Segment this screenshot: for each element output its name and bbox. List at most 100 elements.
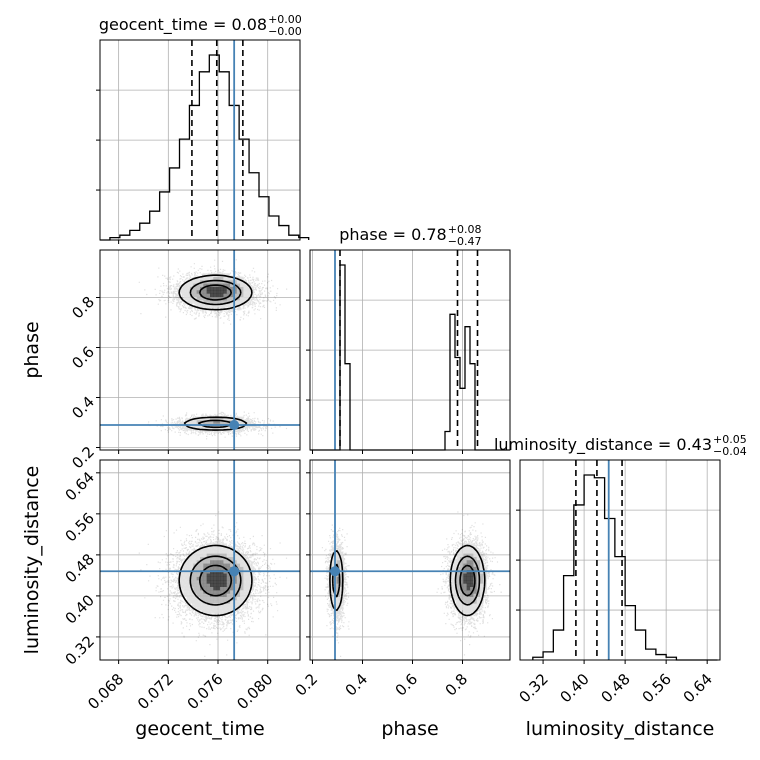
density-cell [463,600,467,604]
density-cell [220,600,224,604]
density-cell [230,303,234,307]
density-cell [463,546,467,551]
density-cell [196,296,201,301]
density-cell [233,603,237,607]
density-cell [193,286,197,291]
density-cell [190,590,194,594]
scatter-points [321,511,502,657]
density-cell [213,556,217,561]
panel-hist-phase [306,249,511,454]
density-cell [206,553,211,557]
density-cell [330,580,334,584]
density-cell [186,286,191,291]
x-axis-label-geocent_time: geocent_time [135,718,264,740]
density-cell [206,566,211,571]
density-cell [190,556,194,561]
density-cell [223,553,227,557]
density-cell [233,303,237,307]
density-cell [190,573,194,577]
density-cell [183,583,187,587]
density-cell [180,286,184,291]
density-cell [196,580,201,584]
density-cell [203,573,207,577]
density-cell [196,293,201,297]
density-cell [190,300,194,304]
density-cell [220,556,224,561]
density-cell [246,590,251,594]
density-cell [236,566,241,571]
density-cell [460,566,464,571]
density-cell [226,276,231,281]
density-cell [470,550,474,554]
density-cell [230,553,234,557]
density-cell [190,563,194,567]
x-tick-label: 0.6 [392,670,422,700]
density-cell [193,600,197,604]
density-cell [206,560,211,564]
density-cell [223,283,227,287]
density-cell [186,566,191,571]
density-cell [193,300,197,304]
density-cell [206,303,211,307]
density-cell [230,296,234,301]
density-cell [213,416,217,421]
density-cell [460,563,464,567]
density-cell [210,583,214,587]
density-cell [473,606,477,611]
density-cell [223,303,227,307]
contour-line [329,544,486,617]
density-cell [240,280,244,284]
density-cell [190,283,194,287]
density-cell [190,420,194,424]
density-cell [243,286,247,291]
density-cell [203,546,207,551]
density-cell [200,603,204,607]
density-cell [460,583,464,587]
density-cell [243,583,247,587]
density-cell [453,566,457,571]
density-cell [226,606,231,611]
density-cell [223,603,227,607]
density-cell [190,596,194,601]
density-cell [330,576,334,581]
density-cell [210,566,214,571]
density-cell [240,566,244,571]
density-cell [233,553,237,557]
density-cell [453,586,457,591]
density-cell [200,580,204,584]
density-cell [236,556,241,561]
density-cell [233,300,237,304]
density-cell [200,596,204,601]
density-cell [193,560,197,564]
density-cell [213,596,217,601]
density-cell [460,593,464,597]
density-cell [216,606,221,611]
density-cell [226,550,231,554]
density-cell [243,590,247,594]
density-cell [233,576,237,581]
density-cell [240,553,244,557]
y-tick-label: 0.48 [62,550,98,586]
x-tick-label: 0.076 [184,670,227,713]
density-cell [193,556,197,561]
density-cell [220,566,224,571]
density-cell [206,293,211,297]
density-cell [216,580,221,584]
density-cell [183,563,187,567]
density-cell [336,556,341,561]
y-axis-label-phase: phase [21,321,43,378]
title-lower-error: −0.00 [268,25,302,38]
density-cell [193,583,197,587]
density-cell [236,416,241,421]
density-cell [210,600,214,604]
density-cell [223,573,227,577]
y-tick-label: 0.2 [68,443,98,473]
density-cell [233,583,237,587]
density-cell [186,290,191,294]
density-cell [213,290,217,294]
density-cell [216,426,221,431]
density-cell [480,556,484,561]
density-cell [233,580,237,584]
contour-line [178,544,253,617]
density-cell [240,583,244,587]
